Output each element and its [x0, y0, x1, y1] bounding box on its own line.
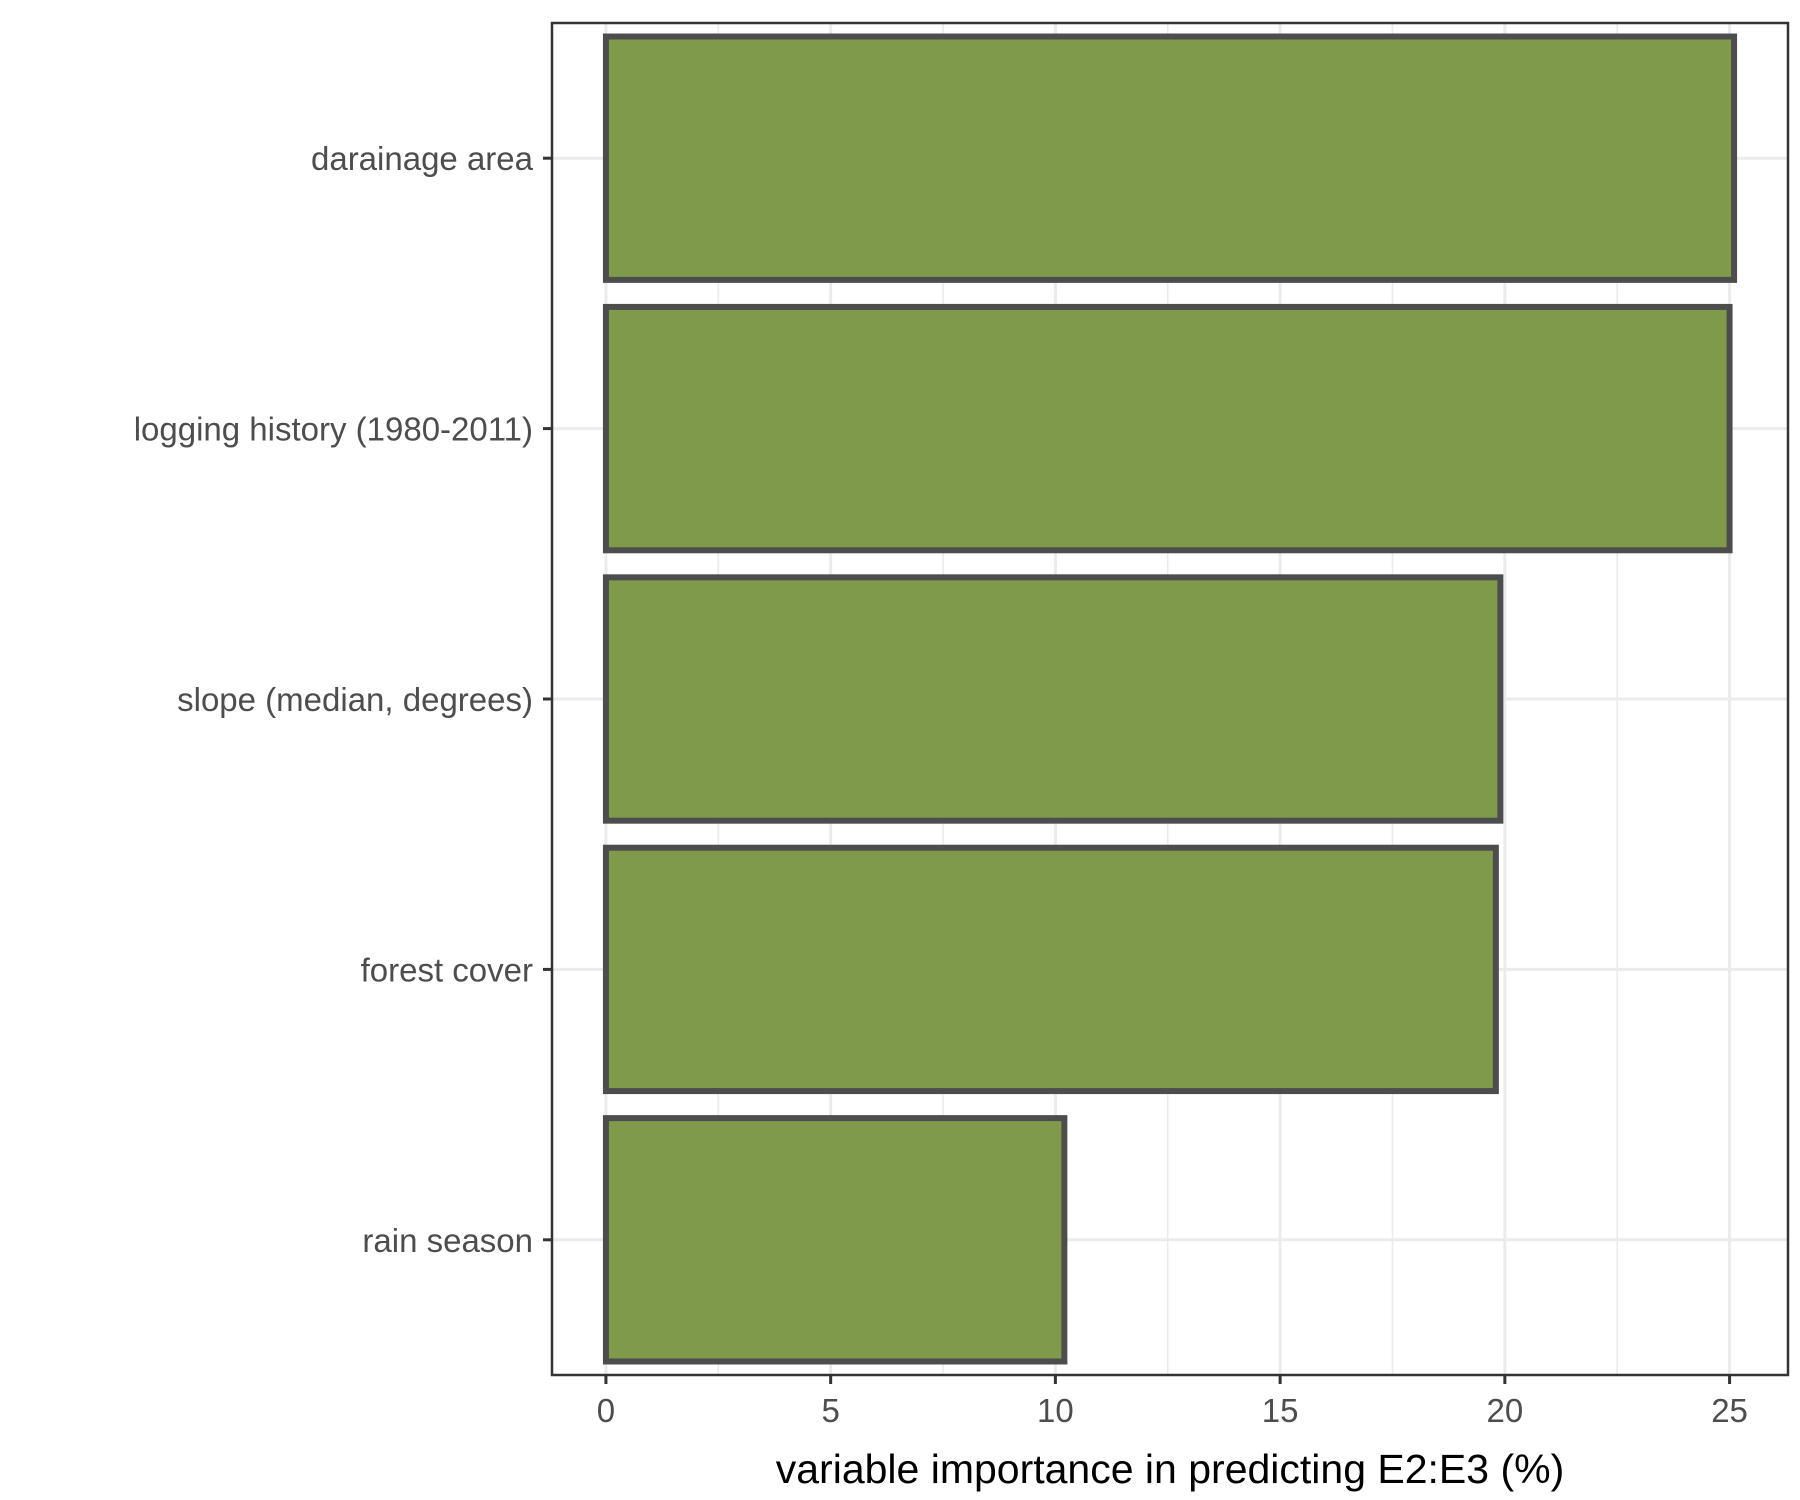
- y-tick-label: forest cover: [361, 951, 533, 988]
- bar: [602, 1115, 1068, 1365]
- bar: [602, 844, 1499, 1095]
- y-tick-label: slope (median, degrees): [177, 681, 533, 718]
- y-tick-label: logging history (1980-2011): [134, 411, 533, 448]
- y-axis: darainage area logging history (1980-2011…: [134, 140, 552, 1259]
- y-tick-label: darainage area: [311, 140, 534, 177]
- x-tick-label: 25: [1711, 1392, 1748, 1429]
- bar: [602, 303, 1733, 554]
- bars: [602, 33, 1738, 1365]
- x-tick-label: 0: [597, 1392, 615, 1429]
- x-tick-label: 20: [1486, 1392, 1523, 1429]
- x-tick-label: 5: [821, 1392, 839, 1429]
- x-tick-label: 10: [1037, 1392, 1074, 1429]
- bar: [602, 574, 1504, 824]
- x-axis-title: variable importance in predicting E2:E3 …: [776, 1446, 1565, 1492]
- x-axis: 0 5 10 15 20 25: [597, 1375, 1748, 1429]
- bar: [602, 33, 1738, 283]
- x-tick-label: 15: [1262, 1392, 1299, 1429]
- y-tick-label: rain season: [362, 1222, 533, 1259]
